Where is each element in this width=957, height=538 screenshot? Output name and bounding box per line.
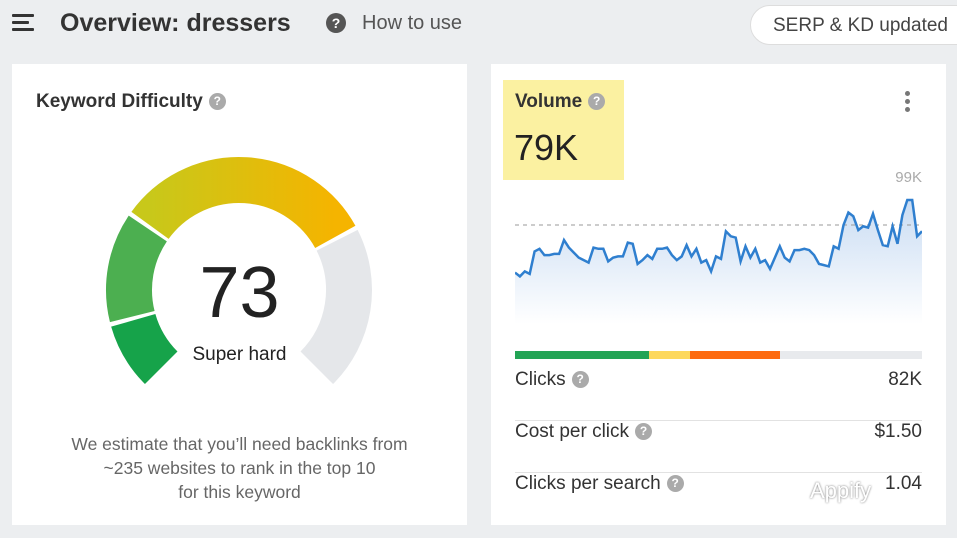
question-icon[interactable]: ? [666,475,684,492]
volume-card: Volume? 79K 99K Clicks? 82K Cost per clic… [491,64,946,525]
gauge-segment-remaining [299,229,372,385]
hamburger-menu-icon[interactable] [12,14,34,32]
gauge-segment-1 [111,313,179,385]
volume-value: 79K [514,127,579,168]
metric-row-cpc: Cost per click? $1.50 [515,421,922,473]
more-vertical-icon[interactable] [905,91,911,115]
chart-max-label: 99K [895,169,922,186]
page-title: Overview: dressers [60,9,291,37]
intent-bar-segment-3 [689,351,780,359]
question-icon[interactable]: ? [208,93,226,110]
kd-gauge [106,157,372,385]
serp-status-badge[interactable]: SERP & KD updated [750,5,957,45]
intent-bar [515,351,922,359]
question-icon[interactable]: ? [588,93,606,110]
question-icon[interactable]: ? [635,423,653,440]
kd-title: Keyword Difficulty? [36,91,226,113]
gauge-segment-3 [131,157,356,249]
volume-chart [515,198,922,324]
metric-row-clicks-per-search: Clicks per search? 1.04 [515,473,922,494]
volume-line [515,198,922,279]
gauge-segment-2 [106,215,168,323]
question-icon[interactable]: ? [326,13,346,33]
kd-label: Super hard [192,344,287,365]
kd-score: 73 [199,253,280,333]
kd-estimate: We estimate that you’ll need backlinks f… [71,434,408,502]
metric-row-clicks: Clicks? 82K [515,369,922,421]
keyword-difficulty-card: Keyword Difficulty? 73 Super hard We est… [12,64,467,525]
volume-title: Volume? [515,91,606,113]
question-icon[interactable]: ? [571,371,589,388]
header: Overview: dressers ? How to use SERP & K… [0,0,957,56]
how-to-use-link[interactable]: How to use [362,12,463,34]
volume-area [515,200,922,324]
watermark: Appify [810,478,872,503]
intent-bar-segment-1 [515,351,650,359]
intent-bar-segment-4 [779,351,922,359]
intent-bar-segment-2 [649,351,690,359]
